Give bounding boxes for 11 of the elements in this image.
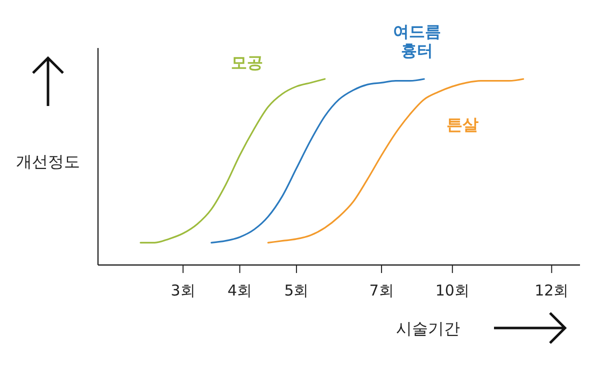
x-tick-label: 3회 (170, 282, 196, 300)
x-tick-label: 5회 (284, 282, 309, 300)
x-tick-label: 12회 (534, 282, 569, 300)
series-label: 여드름 흉터 (393, 22, 442, 60)
x-tick-label: 7회 (369, 282, 394, 300)
x-axis-title: 시술기간 (396, 319, 460, 338)
y-axis-title: 개선정도 (16, 152, 80, 171)
x-tick-label: 4회 (227, 282, 252, 300)
series-label: 튼살 (446, 115, 478, 134)
x-tick-label: 10회 (435, 282, 470, 300)
series-label: 모공 (230, 53, 263, 72)
